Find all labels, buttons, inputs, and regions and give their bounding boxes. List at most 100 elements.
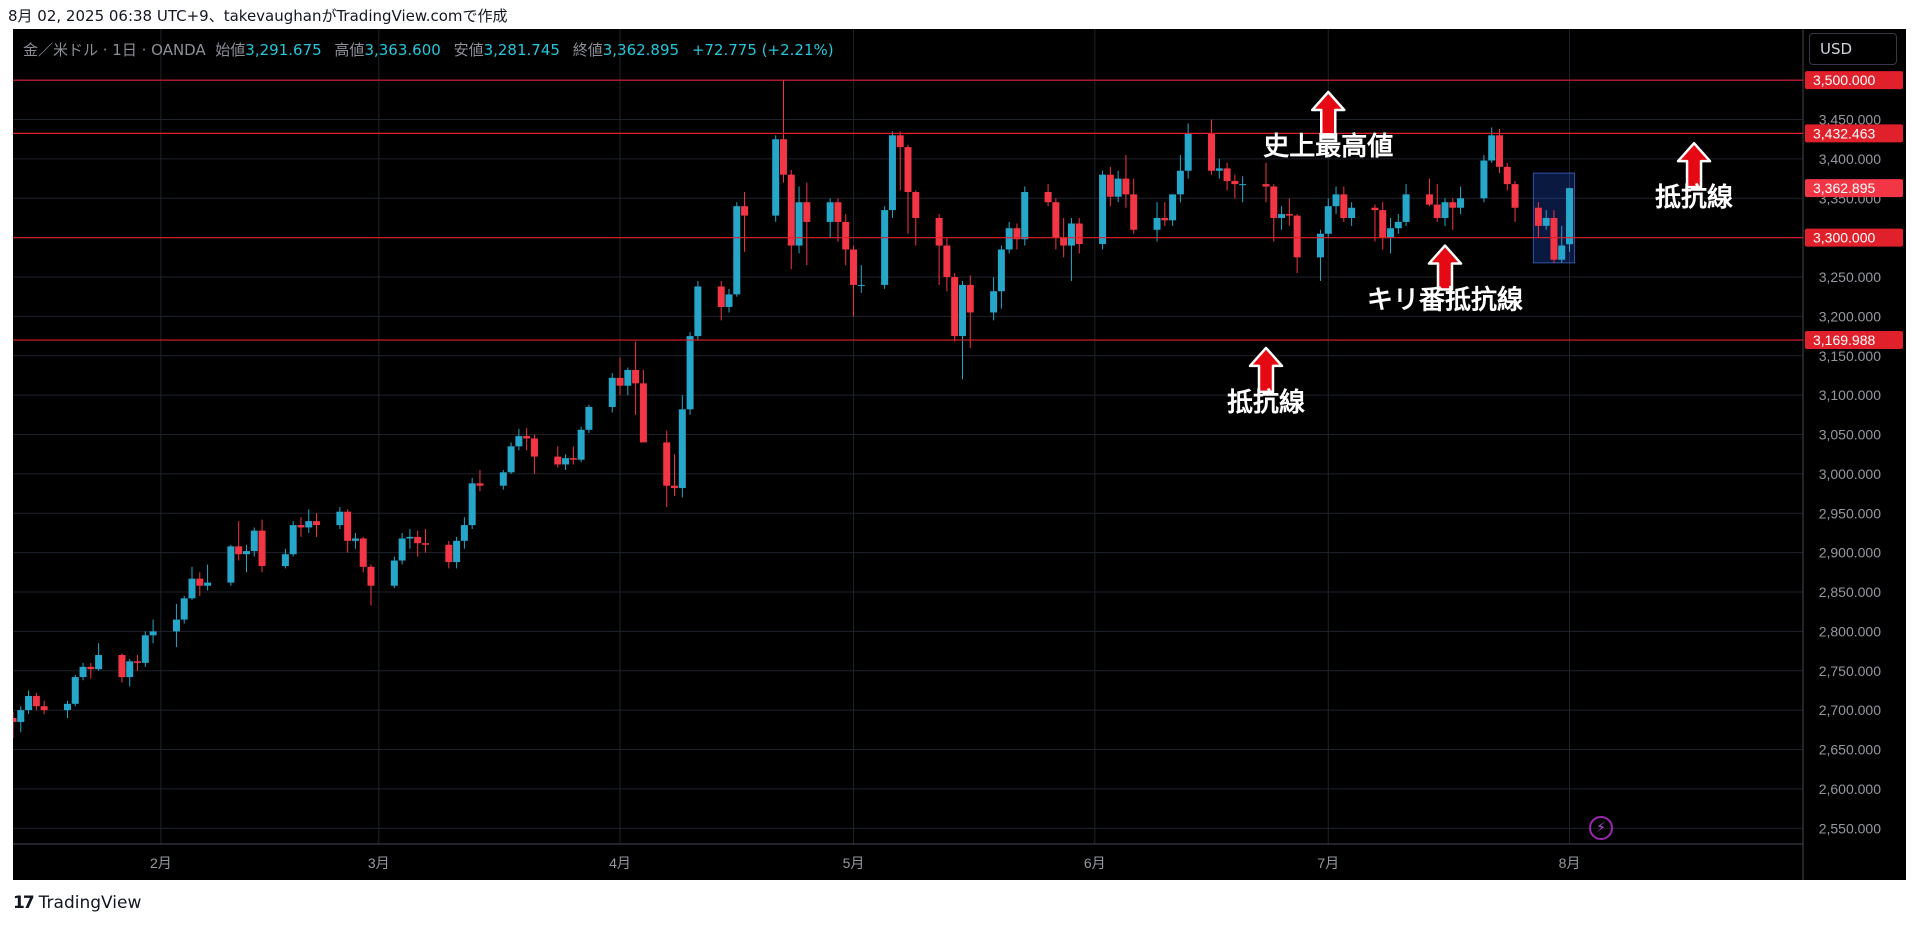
candle-body xyxy=(1130,194,1138,230)
candle-body xyxy=(1550,217,1558,260)
candle-body xyxy=(1013,228,1021,240)
candle-body xyxy=(1293,215,1301,258)
candle-body xyxy=(624,369,632,386)
candle-body xyxy=(367,566,375,586)
candle-body xyxy=(305,521,313,528)
candle-body xyxy=(663,442,671,486)
candle-body xyxy=(1231,180,1239,185)
candle-body xyxy=(180,598,188,620)
last-price-label: 3,362.895 xyxy=(1813,180,1875,196)
candle-body xyxy=(616,377,624,386)
candle-body xyxy=(359,538,367,567)
candle-body xyxy=(13,718,17,722)
candle-body xyxy=(17,710,25,722)
candle-body xyxy=(725,294,733,307)
y-tick-label: 2,700.000 xyxy=(1819,702,1881,718)
candle-body xyxy=(1075,223,1083,244)
candle-body xyxy=(1278,214,1286,218)
candle-body xyxy=(1161,217,1169,221)
candle-body xyxy=(787,174,795,246)
candle-body xyxy=(671,485,679,489)
candle-body xyxy=(1488,135,1496,161)
annotation-label: 抵抗線 xyxy=(1227,387,1305,418)
candle-body xyxy=(1169,194,1177,221)
candle-body xyxy=(795,202,803,246)
candle-body xyxy=(608,377,616,407)
price-tag-label: 3,169.988 xyxy=(1813,332,1875,348)
candle-body xyxy=(1558,245,1566,260)
candlestick-chart[interactable]: 2,550.000 2,600.000 2,650.000 2,700.000 2,75… xyxy=(13,29,1906,880)
candle-body xyxy=(577,429,585,460)
candle-body xyxy=(134,661,142,663)
candle-body xyxy=(639,383,647,443)
candle-body xyxy=(250,530,258,552)
candle-body xyxy=(1122,178,1130,195)
candle-body xyxy=(468,483,476,526)
price-tag-label: 3,432.463 xyxy=(1813,125,1875,141)
y-tick-label: 3,000.000 xyxy=(1819,466,1881,482)
candle-body xyxy=(958,284,966,337)
red-up-arrow-icon xyxy=(1248,346,1284,394)
y-tick-label: 2,750.000 xyxy=(1819,663,1881,679)
tradingview-logo-icon: 17 xyxy=(13,893,35,913)
candle-body xyxy=(857,284,865,286)
lightning-icon[interactable]: ⚡ xyxy=(1589,816,1613,840)
price-tag xyxy=(1805,124,1903,143)
annotation-label: 史上最高値 xyxy=(1263,131,1393,162)
x-tick-label: 5月 xyxy=(843,855,865,871)
candle-body xyxy=(351,538,359,541)
candle-body xyxy=(1184,133,1192,171)
candle-body xyxy=(530,438,538,457)
candle-body xyxy=(1332,194,1340,207)
y-tick-label: 3,450.000 xyxy=(1819,112,1881,128)
candle-body xyxy=(562,458,570,465)
candle-body xyxy=(678,409,686,489)
candle-body xyxy=(398,538,406,561)
candle-body xyxy=(1153,217,1161,230)
candle-body xyxy=(881,210,889,285)
annotation-label: 抵抗線 xyxy=(1655,182,1733,213)
candle-body xyxy=(990,291,998,313)
candle-body xyxy=(1379,210,1387,238)
candle-body xyxy=(126,661,134,678)
x-tick-label: 3月 xyxy=(368,855,390,871)
candle-body xyxy=(1449,202,1457,208)
candle-body xyxy=(40,706,48,711)
candle-body xyxy=(1060,237,1068,246)
red-up-arrow-icon xyxy=(1427,244,1463,291)
annotation-label: キリ番抵抗線 xyxy=(1367,285,1523,316)
candle-body xyxy=(499,472,507,486)
candle-body xyxy=(1285,214,1293,216)
candle-body xyxy=(1457,198,1465,208)
candle-body xyxy=(1067,223,1075,246)
candle-body xyxy=(235,546,243,555)
candle-body xyxy=(313,521,321,526)
price-tag-label: 3,500.000 xyxy=(1813,72,1875,88)
candle-body xyxy=(1316,233,1324,258)
candle-body xyxy=(966,284,974,313)
y-tick-label: 2,600.000 xyxy=(1819,781,1881,797)
candle-body xyxy=(406,536,414,539)
candle-body xyxy=(1511,184,1519,208)
candle-body xyxy=(32,695,40,707)
candle-body xyxy=(1503,166,1511,185)
y-tick-label: 3,150.000 xyxy=(1819,348,1881,364)
candle-body xyxy=(1052,202,1060,238)
y-tick-label: 2,950.000 xyxy=(1819,505,1881,521)
chart-area[interactable]: 2,550.000 2,600.000 2,650.000 2,700.000 2,75… xyxy=(13,29,1906,880)
candle-body xyxy=(803,202,811,222)
candle-body xyxy=(1566,188,1574,245)
red-up-arrow-icon xyxy=(1311,90,1346,138)
price-tag xyxy=(1805,71,1903,90)
price-tag-label: 3,300.000 xyxy=(1813,230,1875,246)
price-tag xyxy=(1805,331,1903,350)
candle-body xyxy=(71,677,79,704)
currency-button[interactable]: USD xyxy=(1809,33,1897,65)
candle-body xyxy=(632,369,640,384)
low-label: 安値 xyxy=(453,41,484,59)
candle-body xyxy=(344,511,352,541)
candle-body xyxy=(227,546,235,583)
candle-body xyxy=(289,525,297,555)
candle-body xyxy=(943,245,951,278)
candle-body xyxy=(1099,174,1107,244)
